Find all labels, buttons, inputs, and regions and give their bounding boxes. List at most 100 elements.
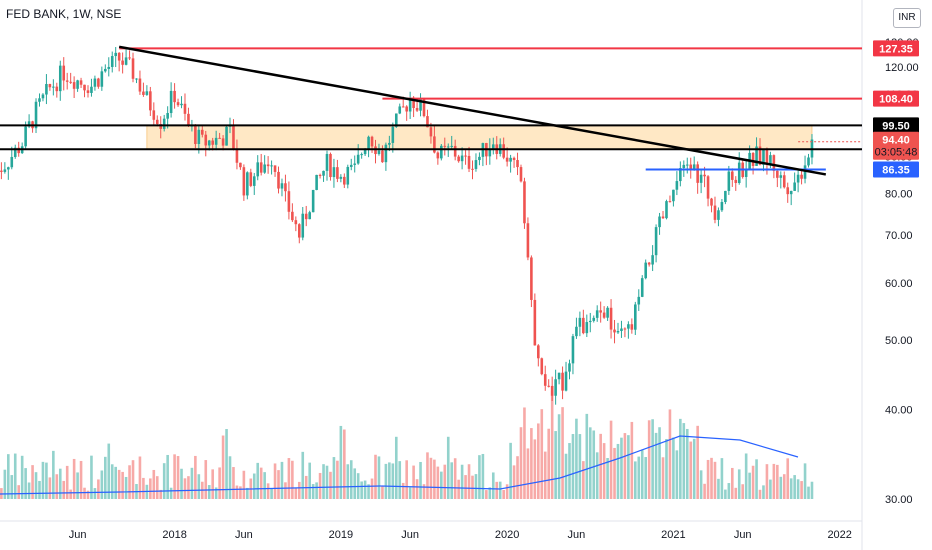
volume-bar [173, 454, 176, 499]
candle-body [502, 144, 505, 158]
volume-bar [128, 465, 131, 499]
volume-bar [325, 465, 329, 499]
candle-body [7, 167, 10, 170]
volume-bar [41, 461, 45, 499]
candle-body [803, 165, 807, 179]
candle-body [433, 136, 436, 153]
volume-bar [169, 487, 173, 499]
candle-body [488, 148, 492, 157]
candle-body [381, 150, 384, 163]
candle-body [301, 213, 305, 238]
volume-bar [394, 436, 398, 499]
candle-body [710, 198, 713, 206]
candle-body [187, 113, 190, 126]
volume-bar [391, 463, 395, 499]
candle-body [699, 174, 703, 183]
volume-bar [713, 461, 717, 499]
candle-body [478, 156, 481, 161]
candle-body [246, 172, 249, 196]
candle-body [685, 164, 689, 166]
candle-body [696, 164, 699, 183]
candle-body [336, 167, 339, 179]
volume-bar [162, 463, 166, 499]
candle-body [665, 201, 668, 219]
candle-body [256, 162, 260, 177]
candle-body [65, 80, 69, 82]
volume-bar [464, 475, 467, 499]
volume-bar [602, 443, 606, 499]
candle-body [62, 65, 66, 81]
candle-body [329, 153, 332, 178]
candle-body [52, 86, 55, 88]
candle-body [654, 227, 658, 256]
candle-body [346, 166, 350, 185]
volume-bar [550, 390, 554, 499]
candle-body [107, 66, 111, 69]
candle-body [169, 90, 173, 114]
candle-body [204, 134, 208, 146]
volume-bar [606, 458, 609, 499]
candle-body [3, 169, 7, 172]
volume-bar [318, 472, 322, 499]
candle-body [682, 164, 686, 169]
volume-bar [52, 450, 55, 499]
candle-body [786, 187, 790, 195]
candle-body [613, 329, 616, 333]
support-86-tag-label: 86.35 [882, 165, 910, 177]
candle-body [640, 278, 644, 297]
volume-bar [97, 479, 100, 499]
volume-bar [609, 420, 613, 499]
volume-bar [3, 469, 7, 499]
candle-body [582, 317, 585, 334]
volume-bar [214, 487, 218, 499]
candle-body [27, 121, 31, 127]
candle-body [460, 155, 464, 162]
volume-bar [578, 434, 582, 499]
volume-bar [232, 467, 235, 499]
candle-body [360, 154, 363, 156]
currency-button[interactable]: INR [893, 8, 921, 28]
volume-bar [291, 460, 294, 499]
volume-bar [273, 463, 277, 499]
candle-body [519, 167, 523, 182]
volume-bar [457, 479, 460, 499]
candle-body [568, 363, 571, 372]
candle-body [149, 91, 152, 111]
candle-body [287, 191, 291, 212]
volume-bar [159, 489, 163, 499]
volume-bar [228, 456, 232, 499]
volume-bar [10, 475, 14, 499]
candle-body [523, 181, 526, 224]
volume-bar [155, 476, 159, 499]
candle-body [755, 146, 758, 166]
candle-body [343, 176, 346, 185]
candle-body [446, 146, 450, 148]
volume-bar [703, 483, 706, 499]
candle-body [772, 155, 776, 171]
volume-bar [31, 465, 34, 499]
candle-body [731, 171, 734, 180]
candle-body [266, 164, 270, 167]
candle-body [592, 317, 596, 321]
candle-body [450, 145, 454, 147]
candle-body [706, 176, 710, 199]
volume-bar [408, 487, 412, 499]
volume-bar [259, 467, 263, 499]
volume-bar [294, 487, 298, 499]
zone-top-tag-label: 99.50 [882, 120, 910, 132]
candle-body [110, 56, 114, 67]
volume-bar [277, 470, 280, 499]
volume-bar [672, 437, 675, 499]
candle-body [0, 170, 3, 172]
volume-bar [93, 488, 97, 499]
candle-body [769, 155, 772, 165]
volume-bar [79, 460, 83, 499]
volume-bar [183, 478, 187, 499]
volume-bar [647, 420, 651, 499]
volume-bar [280, 461, 284, 499]
candle-body [782, 175, 786, 188]
volume-bar [800, 481, 803, 499]
volume-bar [256, 462, 260, 499]
